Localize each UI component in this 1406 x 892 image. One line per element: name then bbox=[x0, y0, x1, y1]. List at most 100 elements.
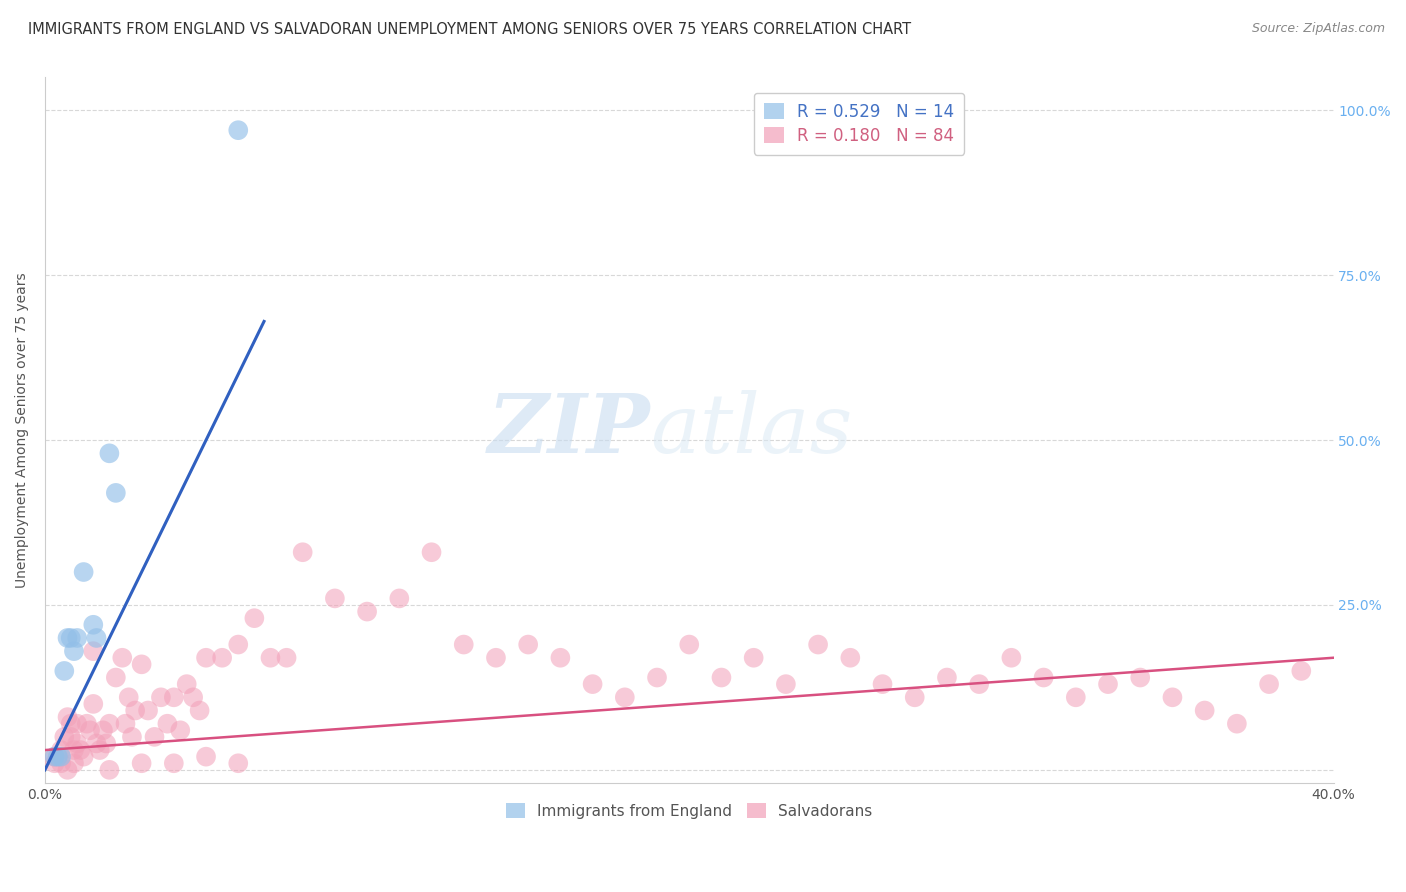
Point bbox=[226, 756, 249, 771]
Point bbox=[86, 736, 108, 750]
Point bbox=[118, 690, 141, 705]
Point bbox=[195, 749, 218, 764]
Point bbox=[156, 716, 179, 731]
Point bbox=[1258, 677, 1281, 691]
Point bbox=[581, 677, 603, 691]
Point bbox=[678, 638, 700, 652]
Point bbox=[49, 743, 72, 757]
Point bbox=[44, 749, 66, 764]
Point bbox=[323, 591, 346, 606]
Point bbox=[98, 446, 121, 460]
Point bbox=[226, 638, 249, 652]
Point bbox=[121, 730, 143, 744]
Point bbox=[243, 611, 266, 625]
Point bbox=[1161, 690, 1184, 705]
Point bbox=[742, 650, 765, 665]
Point bbox=[936, 671, 959, 685]
Point bbox=[53, 664, 76, 678]
Point bbox=[44, 756, 66, 771]
Point bbox=[181, 690, 204, 705]
Point bbox=[104, 486, 127, 500]
Point bbox=[82, 697, 104, 711]
Point bbox=[46, 749, 69, 764]
Point bbox=[96, 736, 118, 750]
Point bbox=[453, 638, 475, 652]
Y-axis label: Unemployment Among Seniors over 75 years: Unemployment Among Seniors over 75 years bbox=[15, 272, 30, 588]
Point bbox=[1226, 716, 1249, 731]
Text: ZIP: ZIP bbox=[488, 390, 651, 470]
Point bbox=[710, 671, 733, 685]
Point bbox=[807, 638, 830, 652]
Point bbox=[104, 671, 127, 685]
Point bbox=[176, 677, 198, 691]
Point bbox=[136, 704, 159, 718]
Point bbox=[59, 730, 82, 744]
Point bbox=[72, 565, 94, 579]
Point bbox=[72, 749, 94, 764]
Point bbox=[79, 723, 101, 738]
Point bbox=[76, 716, 98, 731]
Point bbox=[211, 650, 233, 665]
Point bbox=[56, 710, 79, 724]
Point bbox=[775, 677, 797, 691]
Legend: Immigrants from England, Salvadorans: Immigrants from England, Salvadorans bbox=[501, 797, 879, 825]
Point bbox=[1097, 677, 1119, 691]
Point bbox=[259, 650, 281, 665]
Point bbox=[356, 605, 378, 619]
Point bbox=[1000, 650, 1022, 665]
Point bbox=[53, 730, 76, 744]
Point bbox=[59, 631, 82, 645]
Point bbox=[49, 749, 72, 764]
Point bbox=[66, 716, 89, 731]
Point bbox=[66, 631, 89, 645]
Point bbox=[82, 644, 104, 658]
Text: atlas: atlas bbox=[651, 390, 853, 470]
Point bbox=[111, 650, 134, 665]
Point bbox=[904, 690, 927, 705]
Point bbox=[124, 704, 146, 718]
Point bbox=[66, 736, 89, 750]
Point bbox=[56, 763, 79, 777]
Point bbox=[388, 591, 411, 606]
Point bbox=[56, 631, 79, 645]
Point bbox=[163, 690, 186, 705]
Point bbox=[89, 743, 111, 757]
Point bbox=[69, 743, 91, 757]
Point bbox=[114, 716, 136, 731]
Point bbox=[63, 644, 86, 658]
Point bbox=[143, 730, 166, 744]
Point bbox=[44, 749, 66, 764]
Point bbox=[550, 650, 572, 665]
Point bbox=[872, 677, 894, 691]
Point bbox=[967, 677, 990, 691]
Point bbox=[49, 756, 72, 771]
Point bbox=[1064, 690, 1087, 705]
Point bbox=[645, 671, 668, 685]
Point bbox=[86, 631, 108, 645]
Point bbox=[839, 650, 862, 665]
Point bbox=[131, 756, 153, 771]
Point bbox=[195, 650, 218, 665]
Point bbox=[63, 756, 86, 771]
Point bbox=[149, 690, 172, 705]
Point bbox=[59, 716, 82, 731]
Point bbox=[613, 690, 636, 705]
Point bbox=[420, 545, 443, 559]
Point bbox=[188, 704, 211, 718]
Point bbox=[517, 638, 540, 652]
Point bbox=[91, 723, 114, 738]
Point bbox=[1129, 671, 1152, 685]
Point bbox=[169, 723, 191, 738]
Point bbox=[63, 743, 86, 757]
Point bbox=[276, 650, 298, 665]
Point bbox=[46, 749, 69, 764]
Point bbox=[98, 716, 121, 731]
Point bbox=[131, 657, 153, 672]
Point bbox=[163, 756, 186, 771]
Text: IMMIGRANTS FROM ENGLAND VS SALVADORAN UNEMPLOYMENT AMONG SENIORS OVER 75 YEARS C: IMMIGRANTS FROM ENGLAND VS SALVADORAN UN… bbox=[28, 22, 911, 37]
Text: Source: ZipAtlas.com: Source: ZipAtlas.com bbox=[1251, 22, 1385, 36]
Point bbox=[485, 650, 508, 665]
Point bbox=[226, 123, 249, 137]
Point bbox=[1032, 671, 1054, 685]
Point bbox=[98, 763, 121, 777]
